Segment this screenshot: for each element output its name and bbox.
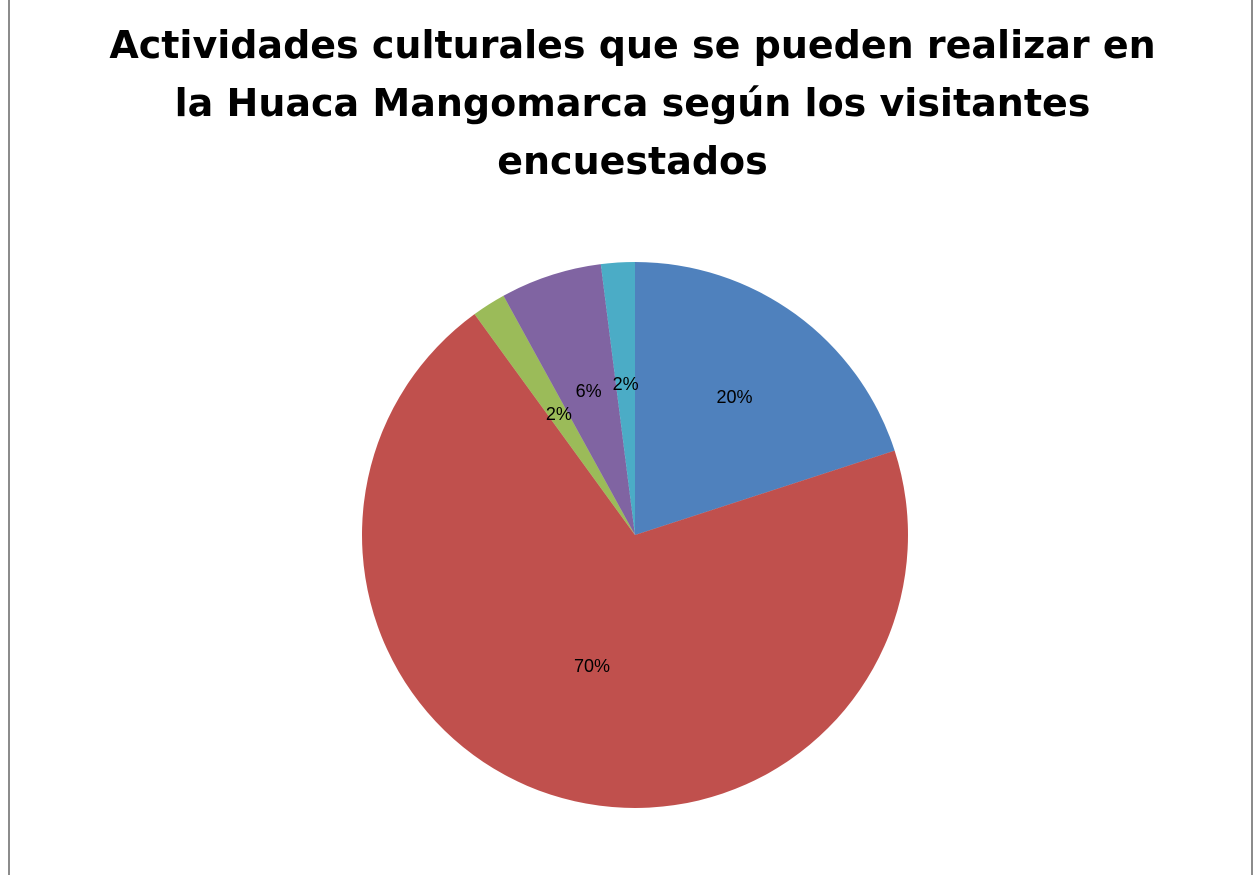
pie-slice-3 bbox=[474, 295, 635, 535]
pie-slice-5 bbox=[600, 262, 635, 535]
pie-slice-1 bbox=[635, 262, 895, 535]
chart-title: Actividades culturales que se pueden rea… bbox=[10, 16, 1255, 190]
pie-slice-label-3: 2% bbox=[546, 404, 572, 424]
pie-chart: 20%70%2%6% 2% bbox=[362, 262, 909, 808]
pie-slice-4 bbox=[503, 264, 635, 535]
pie-slice-label-1: 20% bbox=[716, 387, 752, 407]
pie-slice-2 bbox=[362, 314, 909, 808]
chart-title-line-2: la Huaca Mangomarca según los visitantes bbox=[174, 81, 1091, 125]
pie-slice-label-5: 2% bbox=[613, 374, 639, 394]
pie-slices bbox=[362, 262, 909, 808]
pie-slice-label-2: 70% bbox=[574, 656, 610, 676]
pie-slice-label-4: 6% bbox=[576, 381, 602, 401]
chart-title-line-3: encuestados bbox=[497, 139, 768, 183]
chart-title-line-1: Actividades culturales que se pueden rea… bbox=[109, 23, 1156, 67]
chart-frame: Actividades culturales que se pueden rea… bbox=[8, 0, 1253, 875]
pie-labels: 20%70%2%6% 2% bbox=[546, 374, 753, 676]
